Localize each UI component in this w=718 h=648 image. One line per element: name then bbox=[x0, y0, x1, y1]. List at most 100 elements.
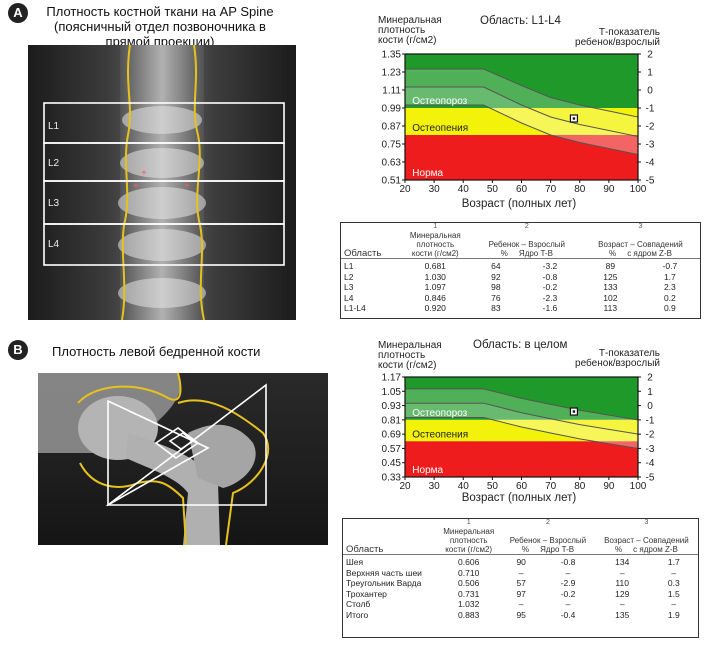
results-table-femur: 1 2 3 Область Минеральная плотность кости … bbox=[342, 518, 699, 638]
panel-a-title-line1: Плотность костной ткани на AP Spine bbox=[46, 4, 274, 19]
reference-band-upper bbox=[405, 69, 638, 137]
chart-b-ylabel-line2: плотность bbox=[378, 350, 425, 361]
cell-t: -2.3 bbox=[542, 292, 558, 303]
cell-area: Трохантер bbox=[346, 588, 387, 599]
header-age-matched: Возраст – Совпадений% с ядром Z-B bbox=[604, 536, 689, 554]
x-tick-label: 40 bbox=[458, 481, 470, 492]
cell-t: – bbox=[565, 567, 571, 578]
cell-ya-pct: 97 bbox=[516, 588, 526, 599]
cell-ya-pct: 83 bbox=[491, 303, 501, 313]
chart-a-ylabel-line1: Минеральная bbox=[378, 15, 442, 26]
zone-label-osteoporosis: Остеопороз bbox=[412, 408, 467, 419]
x-tick-label: 60 bbox=[516, 184, 528, 195]
bmd-chart-spine: Минеральная плотность кости (г/см2) Обла… bbox=[378, 15, 660, 210]
cell-am-pct: 129 bbox=[615, 588, 630, 599]
x-tick-label: 20 bbox=[399, 184, 411, 195]
table-row: Верхняя часть шеи 0.710 – – – – bbox=[343, 568, 698, 579]
zone-label-norm: Норма bbox=[412, 465, 443, 476]
panel-a: A Плотность костной ткани на AP Spine (п… bbox=[8, 3, 701, 320]
cell-z: 1.9 bbox=[667, 609, 680, 620]
cell-am-pct: 133 bbox=[603, 282, 618, 292]
cell-ya-pct: 95 bbox=[516, 609, 526, 620]
y2-tick-label: -2 bbox=[646, 122, 655, 133]
y2-tick-label: 1 bbox=[647, 387, 653, 398]
y-tick-label: 0.93 bbox=[382, 401, 402, 412]
y2-tick-label: 0 bbox=[647, 401, 653, 412]
y-tick-label: 0.75 bbox=[382, 140, 402, 151]
cell-area: Треугольник Варда bbox=[346, 578, 422, 588]
chart-b-xlabel: Возраст (полных лет) bbox=[462, 492, 577, 504]
cell-z: 0.2 bbox=[663, 292, 676, 303]
cell-area: L2 bbox=[344, 271, 354, 282]
svg-text:+: + bbox=[133, 181, 139, 192]
cell-bmd: 1.032 bbox=[458, 599, 480, 609]
cell-am-pct: 135 bbox=[615, 609, 630, 620]
chart-a-right-label-line2: ребенок/взрослый bbox=[575, 36, 660, 48]
y2-tick-label: -3 bbox=[646, 444, 655, 455]
col-number: 2 bbox=[524, 223, 529, 230]
header-age-matched: Возраст – Совпадений% с ядром Z-B bbox=[598, 240, 683, 258]
scan-label-l1: L1 bbox=[48, 121, 60, 132]
cell-am-pct: 113 bbox=[603, 303, 618, 313]
cell-bmd: 0.606 bbox=[458, 557, 480, 567]
cell-z: 1.7 bbox=[663, 271, 676, 282]
cell-area: L3 bbox=[344, 282, 354, 292]
x-tick-label: 50 bbox=[487, 184, 499, 195]
spine-scan-image: + + + bbox=[28, 45, 296, 320]
cell-t: -0.4 bbox=[560, 609, 576, 620]
scan-label-l4: L4 bbox=[48, 239, 60, 250]
x-tick-label: 60 bbox=[516, 481, 528, 492]
header-young-adult: Ребенок – Взрослый% Ядро T-B bbox=[509, 536, 587, 554]
y-tick-label: 1.35 bbox=[382, 50, 402, 61]
x-tick-label: 40 bbox=[458, 184, 470, 195]
cell-am-pct: 110 bbox=[615, 578, 629, 588]
cell-t: -3.2 bbox=[542, 261, 558, 271]
y-tick-label: 1.23 bbox=[382, 68, 402, 79]
cell-t: -0.8 bbox=[560, 557, 576, 567]
y2-tick-label: 2 bbox=[647, 50, 653, 61]
y2-tick-label: -2 bbox=[646, 430, 655, 441]
cell-am-pct: 125 bbox=[603, 271, 618, 282]
chart-b-region-title: Область: в целом bbox=[473, 339, 568, 351]
zone-band-0 bbox=[405, 54, 638, 108]
header-bmd: Минеральная плотность кости (г/см2) bbox=[443, 527, 495, 554]
cell-bmd: 0.846 bbox=[424, 292, 446, 303]
cell-ya-pct: 64 bbox=[491, 261, 501, 271]
reference-curve-upper bbox=[405, 388, 639, 421]
x-tick-label: 70 bbox=[545, 184, 557, 195]
zone-label-norm: Норма bbox=[412, 168, 443, 179]
cell-bmd: 0.506 bbox=[458, 578, 480, 588]
reference-curve-lower bbox=[405, 417, 639, 449]
cell-area: Итого bbox=[346, 609, 369, 620]
header-area: Область bbox=[346, 544, 384, 555]
y2-tick-label: -4 bbox=[646, 458, 655, 469]
x-tick-label: 100 bbox=[630, 184, 647, 195]
reference-curve-middle bbox=[405, 86, 639, 137]
cell-ya-pct: 90 bbox=[516, 557, 526, 567]
cell-ya-pct: 98 bbox=[491, 282, 501, 292]
bmd-chart-femur: Минеральная плотность кости (г/см2) Обла… bbox=[378, 339, 660, 504]
cell-z: – bbox=[671, 599, 677, 609]
cell-am-pct: – bbox=[619, 599, 625, 609]
zone-band-2 bbox=[405, 441, 638, 477]
cell-area: Верхняя часть шеи bbox=[346, 567, 422, 578]
chart-a-ylabel-line2: плотность bbox=[378, 25, 425, 36]
panel-b-badge: B bbox=[8, 340, 28, 360]
svg-text:+: + bbox=[184, 181, 190, 192]
table-row: Треугольник Варда 0.506 57 -2.9 110 0.3 bbox=[343, 578, 698, 589]
y2-tick-label: 2 bbox=[647, 373, 653, 384]
y-tick-label: 0.57 bbox=[382, 444, 402, 455]
cell-z: 2.3 bbox=[663, 282, 676, 292]
cell-ya-pct: 92 bbox=[491, 271, 501, 282]
cell-t: -2.9 bbox=[560, 578, 576, 588]
cell-z: 0.9 bbox=[663, 303, 676, 313]
cell-t: -0.8 bbox=[542, 271, 558, 282]
zone-label-osteoporosis: Остеопороз bbox=[412, 96, 467, 107]
zone-band-2 bbox=[405, 135, 638, 180]
y-tick-label: 1.05 bbox=[382, 387, 402, 398]
cell-bmd: 0.710 bbox=[458, 567, 480, 578]
x-tick-label: 90 bbox=[603, 184, 615, 195]
chart-b-right-label-line1: Т-показатель bbox=[599, 348, 660, 359]
table-row: Итого 0.883 95 -0.4 135 1.9 bbox=[343, 610, 698, 621]
reference-curve-lower bbox=[405, 104, 639, 155]
